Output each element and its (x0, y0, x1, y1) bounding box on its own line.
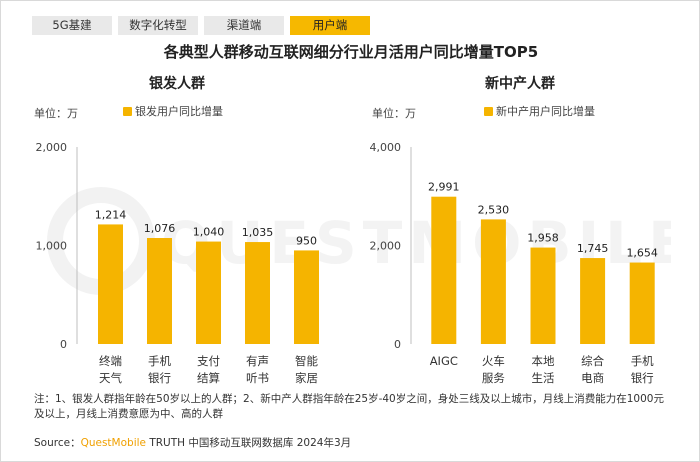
left-category-label: 手机 (148, 354, 171, 368)
left-legend-swatch (123, 106, 132, 116)
left-category-label: 支付 (197, 354, 220, 368)
left-category-label: 终端 (99, 354, 122, 368)
tab-5g-infrastructure[interactable]: 5G基建 (32, 16, 112, 35)
right-bar (580, 258, 606, 344)
right-y-tick-label: 4,000 (370, 141, 402, 154)
right-category-label: AIGC (430, 354, 458, 368)
left-bar (245, 242, 270, 344)
left-bar (196, 241, 221, 344)
right-category-label: 银行 (631, 371, 654, 385)
right-category-label: 火车 (482, 354, 505, 368)
right-value-label: 1,654 (626, 247, 658, 260)
page-title: 各典型人群移动互联网细分行业月活用户同比增量TOP5 (163, 43, 539, 61)
source-prefix: Source： (34, 437, 81, 449)
left-category-label: 有声 (246, 354, 269, 368)
right-category-label: 手机 (631, 354, 654, 368)
left-bar (98, 224, 123, 344)
left-category-label: 天气 (99, 371, 122, 385)
right-bar (431, 196, 457, 344)
right-legend-label: 新中产用户同比增量 (496, 105, 595, 118)
left-value-label: 1,035 (242, 226, 274, 239)
left-chart-title: 银发人群 (149, 76, 205, 92)
left-legend-label: 银发用户同比增量 (135, 105, 223, 118)
right-category-label: 综合 (581, 354, 604, 368)
source-suffix: TRUTH 中国移动互联网数据库 2024年3月 (146, 437, 352, 449)
left-bar (147, 238, 172, 344)
left-value-label: 1,076 (144, 222, 176, 235)
right-y-tick-label: 2,000 (370, 240, 402, 253)
left-unit-label: 单位：万 (34, 107, 78, 120)
source-brand: QuestMobile (80, 437, 146, 449)
right-bar (530, 247, 556, 344)
left-value-label: 950 (296, 234, 317, 247)
source-line: Source：QuestMobile TRUTH 中国移动互联网数据库 2024… (34, 435, 351, 450)
right-legend: 新中产用户同比增量 (484, 103, 595, 119)
tab-user[interactable]: 用户端 (290, 16, 370, 35)
left-y-tick-label: 1,000 (36, 240, 68, 253)
right-value-label: 2,991 (428, 181, 460, 194)
right-value-label: 2,530 (478, 203, 510, 216)
left-y-tick-label: 0 (60, 338, 67, 351)
right-value-label: 1,958 (527, 232, 559, 245)
left-category-label: 家居 (295, 371, 318, 385)
left-category-label: 银行 (148, 371, 171, 385)
right-category-label: 电商 (581, 371, 604, 385)
left-value-label: 1,040 (193, 226, 225, 239)
right-unit-label: 单位：万 (372, 107, 416, 120)
right-y-tick-label: 0 (394, 338, 401, 351)
left-category-label: 听书 (246, 371, 269, 385)
right-bar (480, 219, 506, 344)
tab-digital-transformation[interactable]: 数字化转型 (118, 16, 198, 35)
right-category-label: 生活 (532, 371, 555, 385)
right-category-label: 服务 (482, 371, 505, 385)
left-category-label: 结算 (197, 371, 220, 385)
left-bar (294, 250, 319, 344)
left-category-label: 智能 (295, 354, 318, 368)
right-value-label: 1,745 (577, 242, 609, 255)
right-chart-title: 新中产人群 (485, 76, 555, 92)
right-category-label: 本地 (532, 354, 555, 368)
category-tabs: 5G基建 数字化转型 渠道端 用户端 (32, 16, 370, 35)
left-y-tick-label: 2,000 (36, 141, 68, 154)
left-value-label: 1,214 (95, 208, 127, 221)
left-legend: 银发用户同比增量 (123, 103, 223, 119)
footnote: 注：1、银发人群指年龄在50岁以上的人群；2、新中产人群指年龄在25岁-40岁之… (34, 393, 664, 420)
right-legend-swatch (484, 106, 493, 116)
tab-channel[interactable]: 渠道端 (204, 16, 284, 35)
right-bar (629, 262, 655, 344)
